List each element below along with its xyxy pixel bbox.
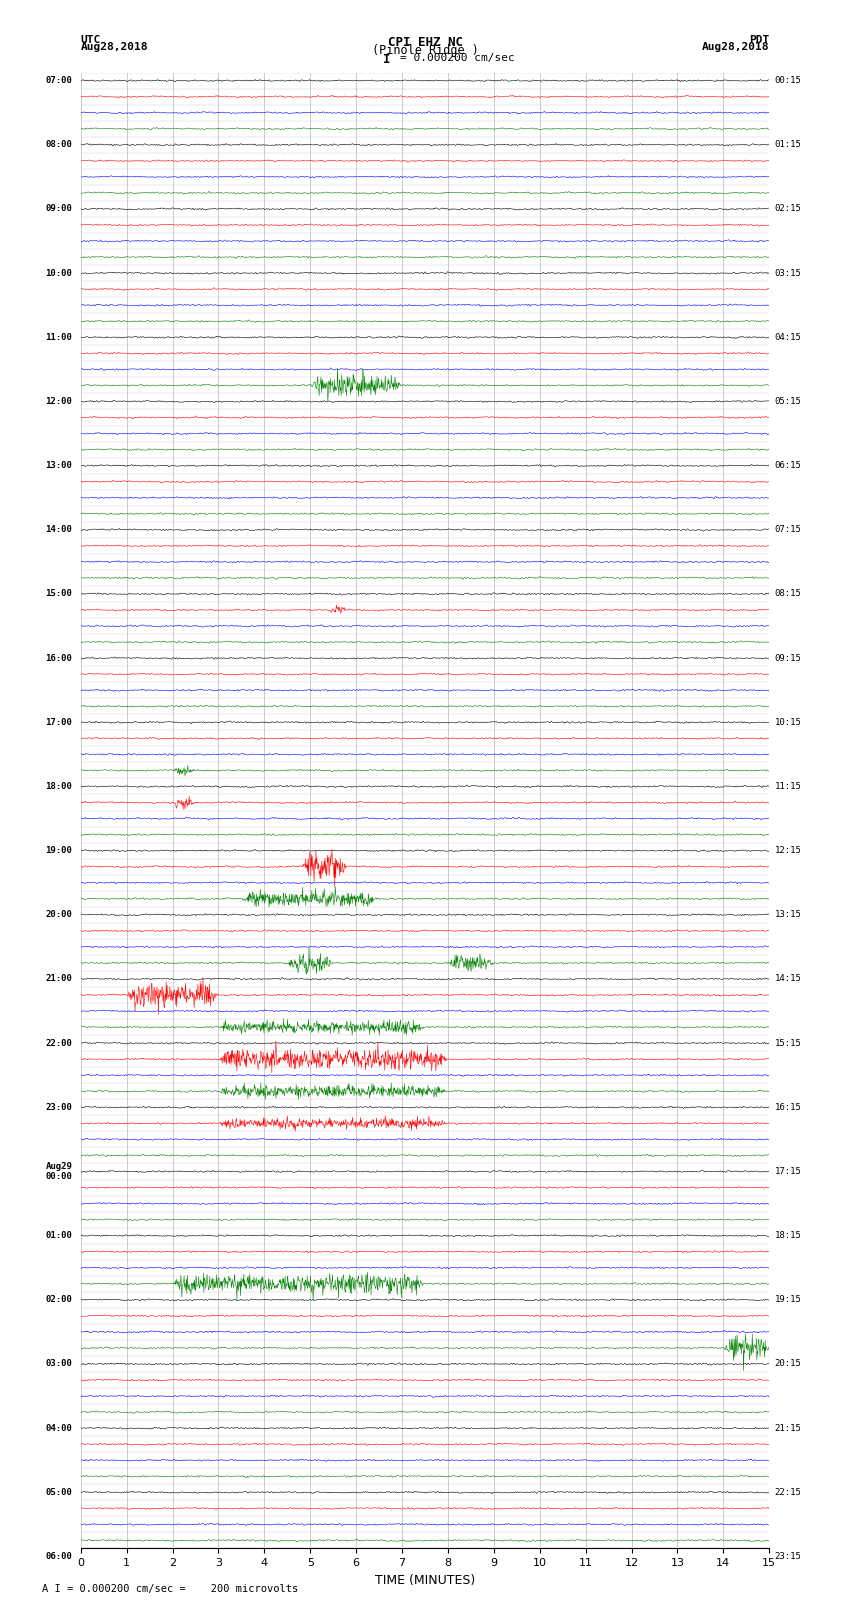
Text: 01:00: 01:00 bbox=[46, 1231, 72, 1240]
Text: 22:15: 22:15 bbox=[774, 1487, 802, 1497]
Text: 19:00: 19:00 bbox=[46, 847, 72, 855]
Text: 11:15: 11:15 bbox=[774, 782, 802, 790]
Text: 01:15: 01:15 bbox=[774, 140, 802, 150]
Text: 15:00: 15:00 bbox=[46, 589, 72, 598]
Text: 03:00: 03:00 bbox=[46, 1360, 72, 1368]
Text: 09:00: 09:00 bbox=[46, 205, 72, 213]
Text: 08:00: 08:00 bbox=[46, 140, 72, 150]
Text: = 0.000200 cm/sec: = 0.000200 cm/sec bbox=[400, 53, 514, 63]
Text: 06:00: 06:00 bbox=[46, 1552, 72, 1561]
Text: 20:00: 20:00 bbox=[46, 910, 72, 919]
Text: 23:15: 23:15 bbox=[774, 1552, 802, 1561]
Text: 03:15: 03:15 bbox=[774, 269, 802, 277]
Text: 15:15: 15:15 bbox=[774, 1039, 802, 1048]
Text: 10:15: 10:15 bbox=[774, 718, 802, 727]
Text: 18:15: 18:15 bbox=[774, 1231, 802, 1240]
Text: 10:00: 10:00 bbox=[46, 269, 72, 277]
Text: 02:00: 02:00 bbox=[46, 1295, 72, 1305]
Text: A I = 0.000200 cm/sec =    200 microvolts: A I = 0.000200 cm/sec = 200 microvolts bbox=[42, 1584, 298, 1594]
Text: 07:00: 07:00 bbox=[46, 76, 72, 85]
Text: 08:15: 08:15 bbox=[774, 589, 802, 598]
Text: Aug29
00:00: Aug29 00:00 bbox=[46, 1161, 72, 1181]
Text: 20:15: 20:15 bbox=[774, 1360, 802, 1368]
Text: UTC: UTC bbox=[81, 35, 101, 45]
Text: 17:00: 17:00 bbox=[46, 718, 72, 727]
Text: 14:00: 14:00 bbox=[46, 526, 72, 534]
Text: 05:00: 05:00 bbox=[46, 1487, 72, 1497]
Text: PDT: PDT bbox=[749, 35, 769, 45]
Text: 00:15: 00:15 bbox=[774, 76, 802, 85]
Text: CPI EHZ NC: CPI EHZ NC bbox=[388, 37, 462, 50]
X-axis label: TIME (MINUTES): TIME (MINUTES) bbox=[375, 1574, 475, 1587]
Text: 07:15: 07:15 bbox=[774, 526, 802, 534]
Text: Aug28,2018: Aug28,2018 bbox=[81, 42, 148, 52]
Text: 02:15: 02:15 bbox=[774, 205, 802, 213]
Text: 21:15: 21:15 bbox=[774, 1424, 802, 1432]
Text: 18:00: 18:00 bbox=[46, 782, 72, 790]
Text: 23:00: 23:00 bbox=[46, 1103, 72, 1111]
Text: 12:00: 12:00 bbox=[46, 397, 72, 406]
Text: 14:15: 14:15 bbox=[774, 974, 802, 984]
Text: 09:15: 09:15 bbox=[774, 653, 802, 663]
Text: 17:15: 17:15 bbox=[774, 1166, 802, 1176]
Text: 04:15: 04:15 bbox=[774, 332, 802, 342]
Text: 13:00: 13:00 bbox=[46, 461, 72, 469]
Text: 05:15: 05:15 bbox=[774, 397, 802, 406]
Text: I: I bbox=[383, 53, 390, 66]
Text: (Pinole Ridge ): (Pinole Ridge ) bbox=[371, 44, 479, 58]
Text: 06:15: 06:15 bbox=[774, 461, 802, 469]
Text: 12:15: 12:15 bbox=[774, 847, 802, 855]
Text: 11:00: 11:00 bbox=[46, 332, 72, 342]
Text: 19:15: 19:15 bbox=[774, 1295, 802, 1305]
Text: 04:00: 04:00 bbox=[46, 1424, 72, 1432]
Text: 21:00: 21:00 bbox=[46, 974, 72, 984]
Text: 16:00: 16:00 bbox=[46, 653, 72, 663]
Text: 13:15: 13:15 bbox=[774, 910, 802, 919]
Text: 22:00: 22:00 bbox=[46, 1039, 72, 1048]
Text: Aug28,2018: Aug28,2018 bbox=[702, 42, 769, 52]
Text: 16:15: 16:15 bbox=[774, 1103, 802, 1111]
